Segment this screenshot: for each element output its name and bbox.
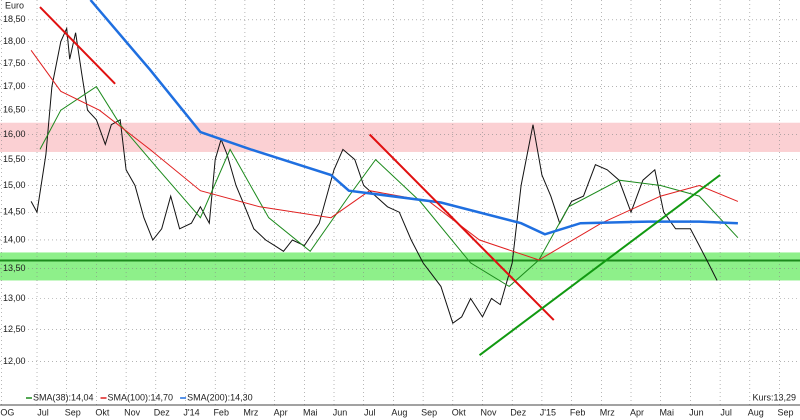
x-tick-label: J'14 [183,407,199,417]
y-tick-label: 13,00 [3,293,26,303]
x-tick-label: Aug [391,407,407,417]
y-tick-label: 17,00 [3,81,26,91]
legend-label: SMA(38):14,04 [33,392,94,402]
x-tick-label: Okt [452,407,467,417]
y-tick-label: 18,50 [3,14,26,24]
x-tick-label: Nov [124,407,141,417]
y-tick-label: 16,00 [3,129,26,139]
price-label: Kurs:13,29 [752,392,796,402]
x-tick-label: Nov [480,407,497,417]
sma-line [30,50,739,261]
y-tick-label: 14,00 [3,234,26,244]
sma-line [39,85,739,288]
trendline [478,174,721,356]
x-tick-label: Mai [303,407,318,417]
y-tick-label: 12,50 [3,324,26,334]
x-tick-label: Sep [421,407,437,417]
y-tick-label: 18,00 [3,36,26,46]
x-tick-label: Sep [65,407,81,417]
x-tick-label: Feb [213,407,229,417]
y-tick-label: 17,50 [3,58,26,68]
x-tick-label: Sep [777,407,793,417]
zone [0,122,800,152]
x-tick-label: J'15 [540,407,556,417]
x-tick-label: Jul [37,407,49,417]
x-tick-label: Mai [659,407,674,417]
x-tick-label: Aug [748,407,764,417]
x-tick-label: Dez [154,407,171,417]
trendline [39,6,116,85]
legend-label: SMA(100):14,70 [108,392,174,402]
x-tick-label: Apr [630,407,644,417]
x-tick-label: Jul [364,407,376,417]
y-tick-label: 16,50 [3,105,26,115]
y-tick-label: 15,00 [3,180,26,190]
x-tick-label: Dez [510,407,527,417]
legend-label: SMA(200):14,30 [187,392,253,402]
x-tick-label: Mrz [600,407,615,417]
x-tick-label: Mrz [243,407,258,417]
zone [0,252,800,281]
y-tick-label: 12,00 [3,356,26,366]
y-tick-label: 13,50 [3,263,26,273]
price-line [30,26,718,325]
x-tick-label: Feb [570,407,586,417]
trendline [368,133,555,321]
x-tick-label: OG [0,407,14,417]
y-tick-label: 14,50 [3,207,26,217]
y-axis-label: Euro [5,0,24,10]
x-tick-label: Jul [720,407,732,417]
x-tick-label: Jun [689,407,704,417]
x-tick-label: Okt [95,407,110,417]
y-tick-label: 15,50 [3,154,26,164]
sma-line [89,0,738,236]
x-tick-label: Apr [274,407,288,417]
x-tick-label: Jun [333,407,348,417]
